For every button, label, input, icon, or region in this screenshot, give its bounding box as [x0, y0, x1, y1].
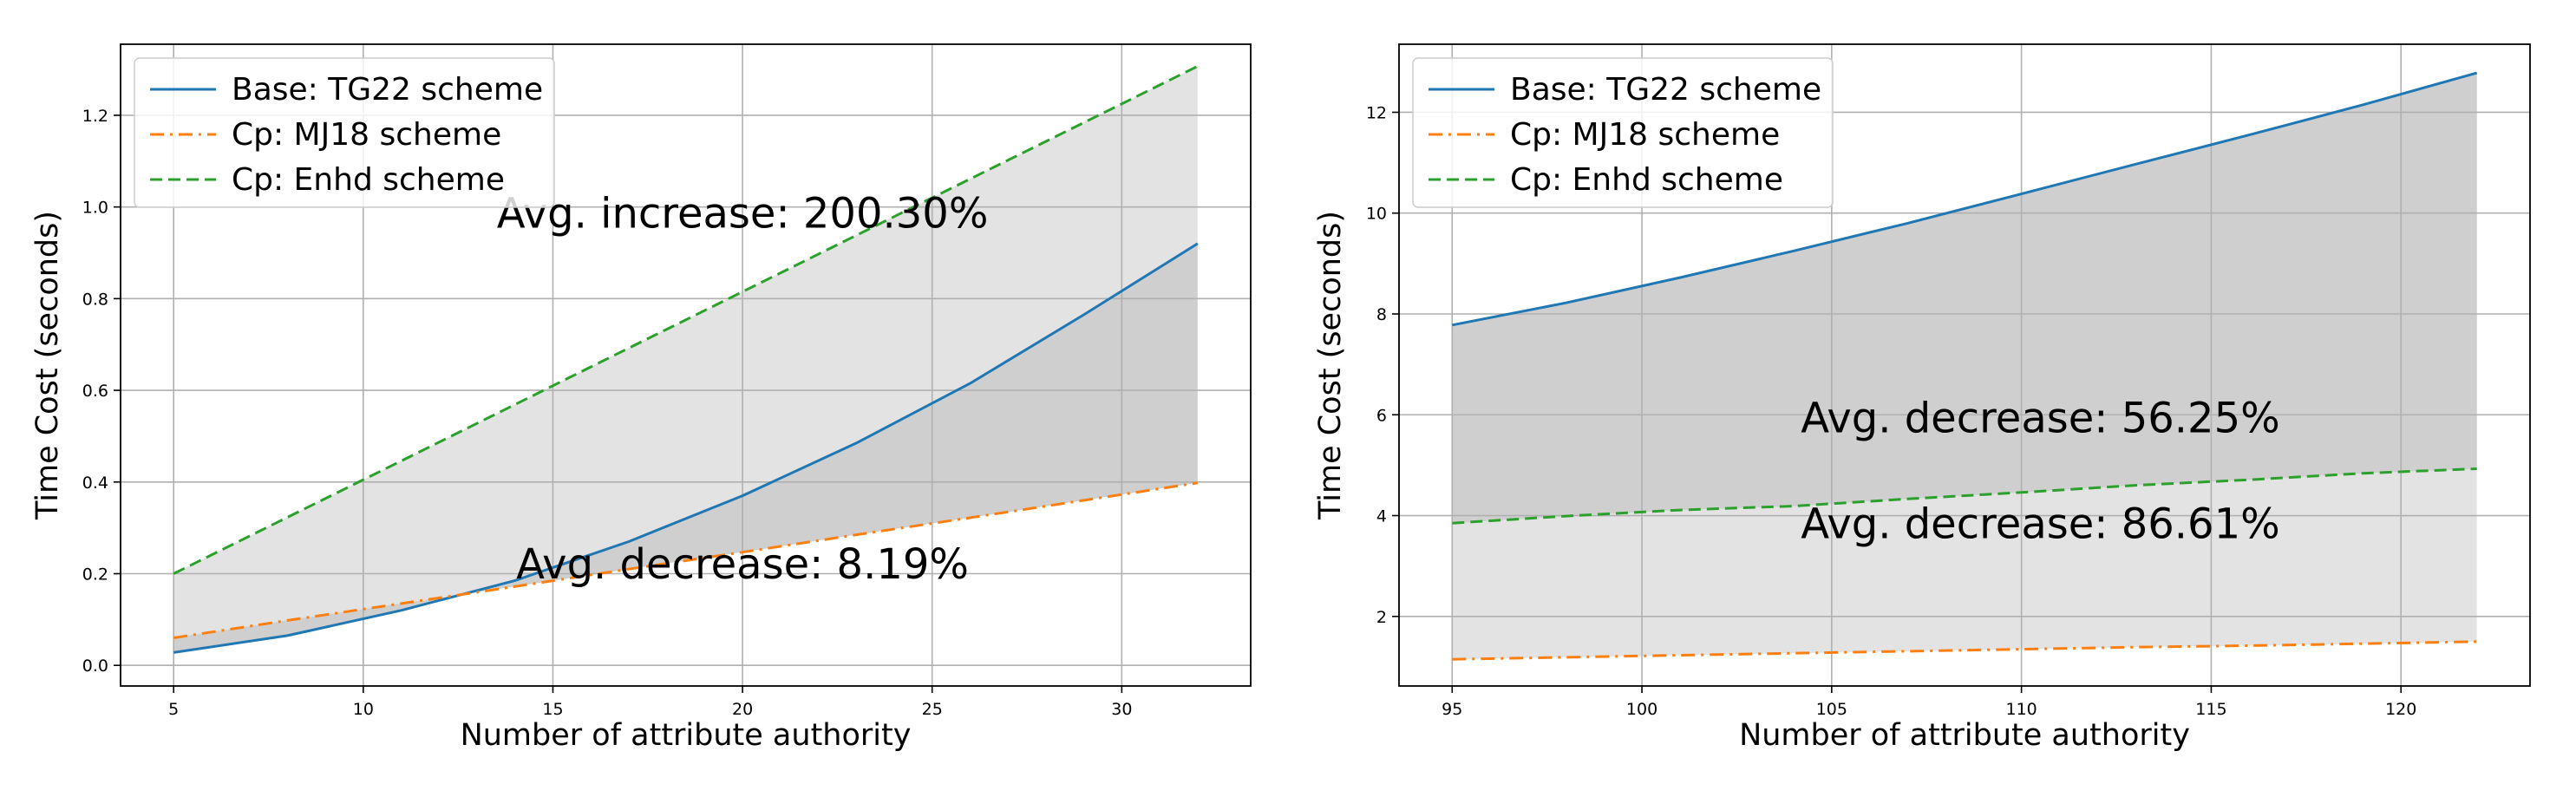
legend-label-1: Cp: MJ18 scheme	[232, 117, 501, 153]
x-tick-label: 15	[542, 700, 563, 719]
x-tick-label: 100	[1626, 700, 1657, 719]
y-tick-label: 10	[1366, 205, 1387, 224]
series-line-1	[173, 481, 1199, 639]
x-tick-label: 5	[168, 700, 179, 719]
x-tick-label: 115	[2195, 700, 2226, 719]
fill-between-area	[173, 243, 1198, 653]
legend-box	[1412, 57, 1834, 208]
legend-box	[134, 57, 555, 208]
y-tick-label: 0.0	[82, 657, 108, 676]
y-tick-label: 1.2	[82, 107, 108, 126]
legend: Base: TG22 scheme Cp: MJ18 scheme Cp: Enhd…	[1412, 57, 1834, 208]
annotation-text: Avg. decrease: 56.25%	[1801, 395, 2279, 443]
x-tick-label: 20	[732, 700, 753, 719]
y-tick-label: 2	[1376, 608, 1387, 627]
y-tick-label: 4	[1376, 507, 1387, 526]
left-chart-panel: 5 10 15 20 25 30 0.0 0.2 0.4 0.6 0.8 1.0 1.2 Number o…	[30, 43, 1252, 753]
legend-label-2: Cp: Enhd scheme	[1510, 162, 1783, 198]
series-line-2	[1452, 467, 2477, 525]
series-line-0	[1452, 71, 2478, 327]
axes-frame	[1398, 43, 2531, 687]
y-tick-label: 6	[1376, 406, 1387, 425]
x-tick-label: 95	[1442, 700, 1462, 719]
x-tick-label: 10	[353, 700, 374, 719]
right-chart-panel: 95 100 105 110 115 120 2 4 6 8 10 12 Number of attri…	[1313, 43, 2531, 753]
y-tick-label: 0.2	[82, 565, 108, 585]
y-tick-label: 8	[1376, 305, 1387, 324]
legend-label-0: Base: TG22 scheme	[1510, 72, 1821, 108]
series-line-2	[173, 65, 1199, 575]
y-tick-label: 12	[1366, 103, 1387, 122]
y-tick-label: 1.0	[82, 199, 108, 218]
legend-label-0: Base: TG22 scheme	[232, 72, 543, 108]
legend-label-2: Cp: Enhd scheme	[232, 162, 505, 198]
x-axis-label: Number of attribute authority	[461, 718, 912, 753]
fill-between-area	[173, 66, 1198, 653]
legend-label-1: Cp: MJ18 scheme	[1510, 117, 1780, 153]
fill-between-area	[1452, 73, 2477, 524]
y-tick-label: 0.8	[82, 290, 108, 309]
y-tick-label: 0.4	[82, 474, 108, 493]
legend: Base: TG22 scheme Cp: MJ18 scheme Cp: Enhd…	[134, 57, 555, 208]
x-tick-label: 25	[922, 700, 943, 719]
y-tick-label: 0.6	[82, 382, 108, 401]
annotation-text: Avg. decrease: 86.61%	[1801, 500, 2279, 549]
annotation-text: Avg. increase: 200.30%	[497, 189, 989, 238]
x-axis-label: Number of attribute authority	[1739, 718, 2190, 753]
y-axis-label: Time Cost (seconds)	[1313, 211, 1348, 520]
x-tick-label: 120	[2385, 700, 2416, 719]
series-line-0	[173, 242, 1199, 654]
x-tick-label: 110	[2006, 700, 2037, 719]
axes-frame	[120, 43, 1252, 687]
y-axis-label: Time Cost (seconds)	[30, 211, 65, 520]
x-tick-label: 105	[1816, 700, 1847, 719]
x-tick-label: 30	[1111, 700, 1132, 719]
annotation-text: Avg. decrease: 8.19%	[516, 540, 969, 589]
